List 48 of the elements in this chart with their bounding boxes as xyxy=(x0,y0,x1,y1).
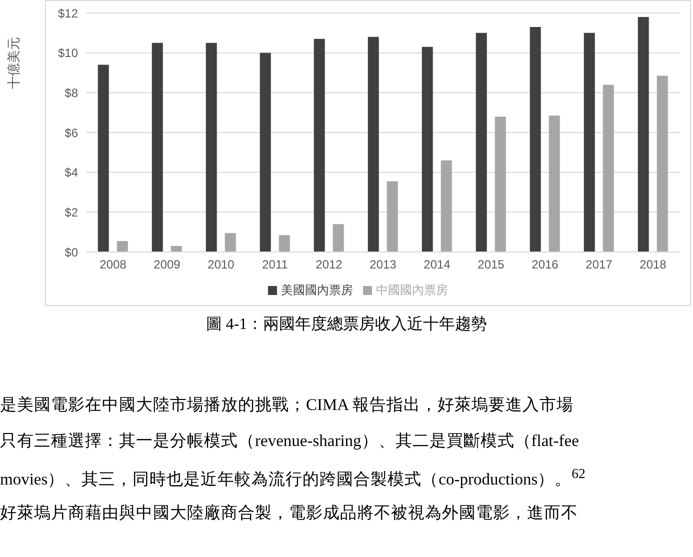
bar xyxy=(368,36,379,252)
bar xyxy=(170,246,182,252)
x-tick-label: 2013 xyxy=(370,258,397,272)
bar xyxy=(98,64,109,252)
bar xyxy=(440,160,452,252)
x-tick-label: 2012 xyxy=(316,258,343,272)
bar xyxy=(602,84,614,252)
bar xyxy=(656,76,668,252)
bar xyxy=(278,235,290,252)
x-tick-label: 2011 xyxy=(262,258,288,272)
bar xyxy=(314,38,325,252)
x-tick-label: 2015 xyxy=(478,258,505,272)
y-tick-label: $4 xyxy=(64,166,78,180)
bar xyxy=(152,42,163,252)
x-tick-label: 2010 xyxy=(208,258,235,272)
y-tick-label: $10 xyxy=(58,46,78,60)
text: movies）、其三，同時也是近年較為流行的跨國合製模式（co-productions）。$^{62}$ xyxy=(0,466,586,490)
bar xyxy=(584,32,595,252)
text: 只有三種選擇：其一是分帳模式（revenue-sharing）、其二是買斷模式（flat-fee xyxy=(0,430,580,452)
x-tick-label: 2018 xyxy=(640,258,667,272)
x-tick-label: 2017 xyxy=(586,258,613,272)
bar xyxy=(260,52,271,252)
bar xyxy=(530,26,541,252)
bar xyxy=(548,116,560,252)
x-tick-label: 2014 xyxy=(424,258,451,272)
y-tick-label: $6 xyxy=(64,126,78,140)
y-tick-label: $2 xyxy=(64,205,78,220)
y-tick-label: $0 xyxy=(64,245,78,260)
bar xyxy=(476,32,487,252)
bar xyxy=(224,233,236,252)
text: 圖 4-1：兩國年度總票房收入近十年趨勢 xyxy=(204,314,488,335)
y-tick-label: $12 xyxy=(58,6,78,20)
x-tick-label: 2009 xyxy=(154,258,181,272)
x-tick-label: 2008 xyxy=(100,258,127,272)
bar xyxy=(116,241,128,252)
legend-label: 美國國內票房 xyxy=(281,283,353,297)
bar xyxy=(386,181,398,252)
bar xyxy=(494,116,506,252)
bar xyxy=(206,42,217,252)
x-tick-label: 2016 xyxy=(532,258,559,272)
bar xyxy=(332,224,344,252)
text: 好萊塢片商藉由與中國大陸廠商合製，電影成品將不被視為外國電影，進而不 xyxy=(0,502,579,524)
legend-label: 中國國內票房 xyxy=(376,283,448,297)
text: 是美國電影在中國大陸市場播放的挑戰；CIMA 報告指出，好萊塢要進入市場 xyxy=(0,394,574,416)
y-axis-title: 十億美元 xyxy=(6,37,21,89)
bar xyxy=(638,16,649,252)
y-tick-label: $8 xyxy=(64,86,78,100)
bar xyxy=(422,46,433,252)
